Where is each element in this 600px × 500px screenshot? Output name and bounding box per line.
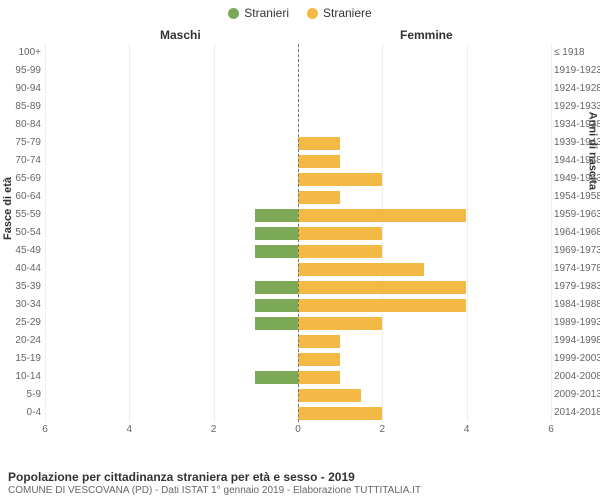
bar-female: [298, 281, 467, 294]
centerline: [298, 44, 299, 422]
plot: 6420246100+≤ 191895-991919-192390-941924…: [44, 44, 550, 422]
gridline: [551, 44, 552, 422]
birth-label: 1999-2003: [554, 353, 600, 364]
swatch-male: [228, 8, 239, 19]
bar-female: [298, 155, 340, 168]
bar-female: [298, 299, 467, 312]
birth-label: 1969-1973: [554, 245, 600, 256]
xtick-label: 2: [380, 424, 386, 435]
bar-female: [298, 245, 382, 258]
age-label: 35-39: [5, 281, 41, 292]
legend-label-male: Stranieri: [244, 6, 289, 20]
xtick-label: 4: [464, 424, 470, 435]
age-label: 65-69: [5, 173, 41, 184]
birth-label: 1939-1943: [554, 137, 600, 148]
bar-male: [255, 227, 297, 240]
birth-label: 1979-1983: [554, 281, 600, 292]
birth-label: 1984-1988: [554, 299, 600, 310]
bar-male: [255, 317, 297, 330]
birth-label: 2014-2018: [554, 407, 600, 418]
age-label: 10-14: [5, 371, 41, 382]
bar-female: [298, 227, 382, 240]
bar-female: [298, 173, 382, 186]
age-label: 75-79: [5, 137, 41, 148]
birth-label: 1954-1958: [554, 191, 600, 202]
xtick-label: 6: [548, 424, 554, 435]
bar-female: [298, 317, 382, 330]
age-label: 0-4: [5, 407, 41, 418]
bar-male: [255, 245, 297, 258]
bar-female: [298, 263, 425, 276]
age-label: 20-24: [5, 335, 41, 346]
xtick-label: 0: [295, 424, 301, 435]
legend-item-male: Stranieri: [228, 6, 289, 20]
bar-female: [298, 353, 340, 366]
birth-label: 1994-1998: [554, 335, 600, 346]
xtick-label: 6: [42, 424, 48, 435]
bar-male: [255, 371, 297, 384]
bar-female: [298, 389, 361, 402]
swatch-female: [307, 8, 318, 19]
birth-label: ≤ 1918: [554, 47, 600, 58]
bar-female: [298, 371, 340, 384]
birth-label: 1964-1968: [554, 227, 600, 238]
xtick-label: 2: [211, 424, 217, 435]
age-label: 40-44: [5, 263, 41, 274]
age-label: 15-19: [5, 353, 41, 364]
birth-label: 1924-1928: [554, 83, 600, 94]
bar-female: [298, 407, 382, 420]
bar-female: [298, 209, 467, 222]
birth-label: 2004-2008: [554, 371, 600, 382]
age-label: 85-89: [5, 101, 41, 112]
bar-male: [255, 209, 297, 222]
age-label: 60-64: [5, 191, 41, 202]
footer-title: Popolazione per cittadinanza straniera p…: [8, 470, 592, 484]
age-label: 25-29: [5, 317, 41, 328]
legend-item-female: Straniere: [307, 6, 372, 20]
birth-label: 2009-2013: [554, 389, 600, 400]
age-label: 30-34: [5, 299, 41, 310]
xtick-label: 4: [127, 424, 133, 435]
birth-label: 1929-1933: [554, 101, 600, 112]
age-label: 45-49: [5, 245, 41, 256]
legend: Stranieri Straniere: [0, 0, 600, 20]
age-label: 55-59: [5, 209, 41, 220]
bar-male: [255, 281, 297, 294]
bar-female: [298, 335, 340, 348]
age-label: 90-94: [5, 83, 41, 94]
birth-label: 1959-1963: [554, 209, 600, 220]
birth-label: 1934-1938: [554, 119, 600, 130]
age-label: 80-84: [5, 119, 41, 130]
birth-label: 1944-1948: [554, 155, 600, 166]
footer-sub: COMUNE DI VESCOVANA (PD) - Dati ISTAT 1°…: [8, 485, 592, 496]
header-right: Femmine: [400, 28, 453, 42]
age-label: 70-74: [5, 155, 41, 166]
bar-male: [255, 299, 297, 312]
bar-female: [298, 137, 340, 150]
footer: Popolazione per cittadinanza straniera p…: [8, 470, 592, 496]
age-label: 5-9: [5, 389, 41, 400]
birth-label: 1989-1993: [554, 317, 600, 328]
age-label: 95-99: [5, 65, 41, 76]
birth-label: 1919-1923: [554, 65, 600, 76]
bar-female: [298, 191, 340, 204]
age-label: 100+: [5, 47, 41, 58]
birth-label: 1949-1953: [554, 173, 600, 184]
legend-label-female: Straniere: [323, 6, 372, 20]
chart-area: 6420246100+≤ 191895-991919-192390-941924…: [44, 44, 550, 444]
header-left: Maschi: [160, 28, 201, 42]
birth-label: 1974-1978: [554, 263, 600, 274]
age-label: 50-54: [5, 227, 41, 238]
